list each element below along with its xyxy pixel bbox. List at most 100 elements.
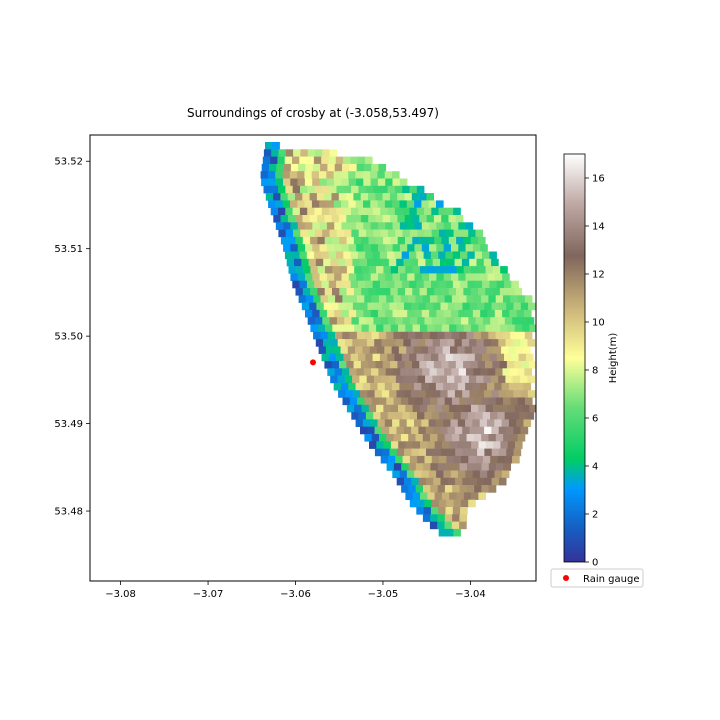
heatmap-cell (402, 229, 411, 238)
heatmap-cell (329, 229, 338, 238)
heatmap-cell (510, 331, 518, 340)
heatmap-cell (378, 295, 387, 303)
heatmap-cell (420, 441, 428, 449)
heatmap-cell (391, 346, 400, 354)
heatmap-cell (409, 455, 418, 464)
heatmap-cell (472, 309, 481, 318)
heatmap-cell (374, 448, 383, 457)
heatmap-cell (387, 207, 396, 216)
heatmap-cell (425, 258, 433, 267)
heatmap-cell (444, 514, 453, 522)
heatmap-cell (503, 463, 511, 471)
heatmap-cell (390, 361, 398, 369)
heatmap-cell (494, 419, 502, 427)
heatmap-cell (302, 288, 311, 296)
heatmap-cell (414, 382, 422, 391)
heatmap-cell (323, 302, 332, 311)
heatmap-cell (421, 273, 430, 281)
heatmap-cell (423, 251, 432, 260)
heatmap-cell (503, 397, 511, 406)
heatmap-cell (424, 455, 433, 464)
heatmap-cell (444, 397, 453, 406)
heatmap-cell (423, 507, 432, 515)
heatmap-cell (520, 390, 529, 398)
heatmap-cell (311, 200, 320, 208)
heatmap-cell (342, 295, 350, 303)
heatmap-cell (373, 229, 381, 238)
heatmap-cell (390, 236, 398, 245)
heatmap-cell (393, 368, 401, 376)
heatmap-cell (523, 419, 532, 427)
heatmap-cell (327, 368, 335, 376)
heatmap-cell (414, 222, 423, 230)
heatmap-cell (306, 280, 315, 289)
heatmap-cell (459, 514, 467, 522)
heatmap-cell (339, 361, 347, 369)
heatmap-cell (424, 229, 432, 238)
heatmap-cell (404, 448, 412, 457)
legend-marker (563, 575, 569, 581)
heatmap-cell (412, 236, 420, 245)
heatmap-cell (421, 200, 429, 208)
heatmap-cell (492, 324, 501, 333)
rain-gauge-marker (310, 359, 316, 366)
heatmap-cell (328, 353, 337, 362)
heatmap-cell (487, 273, 496, 281)
heatmap-cell (490, 375, 499, 384)
heatmap-cell (463, 404, 472, 413)
heatmap-cell (431, 412, 440, 420)
heatmap-cell (319, 171, 327, 179)
heatmap-cell (462, 426, 470, 435)
heatmap-cell (321, 185, 330, 194)
heatmap-cell (270, 185, 279, 194)
heatmap-cell (456, 441, 465, 449)
heatmap-cell (471, 492, 479, 500)
heatmap-cell (453, 207, 461, 216)
heatmap-cell (510, 397, 518, 406)
heatmap-cell (450, 346, 458, 354)
heatmap-cell (428, 470, 437, 479)
heatmap-cell (407, 273, 415, 281)
heatmap-cell (312, 309, 320, 318)
heatmap-cell (458, 470, 466, 479)
heatmap-cell (288, 236, 296, 245)
heatmap-cell (487, 382, 495, 391)
heatmap-cell (326, 273, 335, 281)
heatmap-cell (441, 215, 449, 223)
heatmap-cell (403, 375, 411, 384)
heatmap-cell (320, 163, 328, 172)
heatmap-cell (409, 229, 418, 238)
heatmap-cell (292, 280, 300, 289)
heatmap-cell (370, 200, 378, 208)
heatmap-cell (470, 288, 479, 296)
heatmap-cell (393, 397, 402, 406)
heatmap-cell (295, 236, 304, 245)
heatmap-cell (452, 463, 460, 471)
heatmap-cell (338, 193, 347, 201)
heatmap-cell (334, 222, 342, 230)
heatmap-cell (290, 163, 299, 172)
heatmap-cell (416, 507, 424, 515)
heatmap-cell (383, 288, 391, 296)
heatmap-cell (285, 185, 293, 194)
heatmap-cell (400, 331, 409, 340)
heatmap-cell (472, 273, 481, 281)
heatmap-cell (430, 514, 438, 522)
heatmap-cell (346, 324, 355, 333)
heatmap-cell (441, 266, 450, 274)
heatmap-cell (356, 222, 364, 230)
heatmap-cell (356, 331, 365, 340)
heatmap-cell (300, 149, 308, 157)
heatmap-cell (342, 331, 350, 340)
heatmap-cell (436, 470, 444, 479)
heatmap-cell (510, 295, 518, 303)
heatmap-cell (507, 324, 516, 333)
heatmap-cell (387, 251, 395, 260)
heatmap-cell (476, 375, 484, 384)
heatmap-cell (374, 339, 382, 347)
heatmap-cell (352, 258, 360, 267)
heatmap-cell (488, 397, 497, 406)
heatmap-cell (439, 455, 447, 464)
heatmap-cell (500, 441, 508, 449)
heatmap-cell (461, 455, 469, 464)
